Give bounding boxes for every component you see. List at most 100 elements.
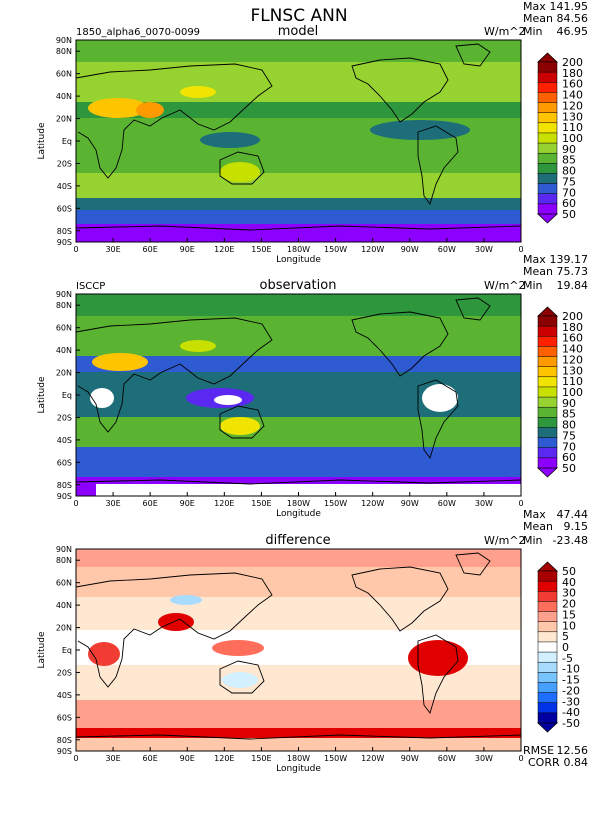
y-axis-label: Latitude (37, 122, 47, 160)
field-band-midlat-n (76, 62, 521, 102)
x-tick-label: 60W (438, 499, 456, 508)
y-tick-label: 90N (56, 545, 72, 554)
panel-observation: Max 139.17 Mean 75.73 W/m^2 Min 19.84 IS… (37, 253, 588, 519)
colorbar-label: 40 (562, 576, 576, 589)
colorbar-label: 60 (562, 197, 576, 210)
colorbar-cap-bottom (536, 722, 559, 733)
colorbar-label: 100 (562, 386, 583, 399)
field-sahara (92, 353, 148, 371)
field-band-arctic (76, 294, 521, 316)
x-tick-label: 150W (324, 754, 347, 763)
y-tick-label: 90N (56, 290, 72, 299)
coast-africa-eurasia (75, 572, 273, 688)
x-tick-label: 0 (73, 245, 78, 254)
colorbar-swatch (537, 92, 558, 104)
x-tick-label: 90E (180, 499, 195, 508)
x-tick-label: 150E (251, 245, 271, 254)
y-tick-label: 20S (57, 668, 72, 677)
stat-label-max: Max (523, 253, 546, 266)
field-band-southern-ocean (76, 210, 521, 224)
stat-value-min: 19.84 (557, 279, 589, 292)
stat-label-mean: Mean (523, 520, 553, 533)
field-australia (222, 672, 258, 688)
colorbar-label: 85 (562, 154, 576, 167)
colorbar-label: 200 (562, 56, 583, 69)
y-tick-label: 60S (57, 458, 72, 467)
x-tick-label: 120W (361, 499, 384, 508)
coast-antarctica (75, 479, 522, 485)
coast-greenland (455, 297, 491, 321)
field-antarctic-missing (96, 484, 521, 496)
y-tick-label: 40S (57, 436, 72, 445)
x-tick-label: 60E (143, 499, 158, 508)
x-tick-label: 30W (475, 754, 493, 763)
y-tick-label: Eq (62, 391, 72, 400)
stat-value-mean: 9.15 (564, 520, 589, 533)
colorbar-swatch (537, 325, 558, 337)
colorbar-swatch (537, 601, 558, 613)
coast-antarctica (75, 225, 522, 231)
x-tick-label: 30W (475, 499, 493, 508)
field-band-subtrop-s (76, 417, 521, 447)
panel-units: W/m^2 (484, 279, 526, 292)
coast-north-america (351, 57, 449, 123)
y-tick-label: 60S (57, 713, 72, 722)
colorbar-swatch (537, 427, 558, 439)
colorbar-label: 160 (562, 78, 583, 91)
colorbar-swatch (537, 396, 558, 408)
colorbar-label: 100 (562, 132, 583, 145)
colorbar-label: -10 (562, 663, 580, 676)
colorbar-swatch (537, 61, 558, 73)
x-tick-label: 30E (105, 245, 120, 254)
map-field (76, 294, 521, 496)
colorbar-label: 15 (562, 608, 576, 621)
y-axis: 90N 80N 60N 40N 20N Eq 20S 40S 60S 80S 90S Latitude (37, 36, 80, 247)
x-tick-label: 120W (361, 245, 384, 254)
coastlines (75, 43, 522, 231)
stat-label-mean: Mean (523, 265, 553, 278)
colorbar-cap-top (536, 306, 559, 317)
colorbar-label: 160 (562, 332, 583, 345)
x-axis: 0 30E 60E 90E 120E 150E 180W 150W 120W 90W 60W 30W 0… (73, 238, 524, 265)
colorbar-swatch (537, 641, 558, 653)
panel-left-label: ISCCP (76, 281, 105, 292)
colorbar-swatch (537, 457, 558, 469)
x-tick-label: 150W (324, 245, 347, 254)
y-tick-label: 60S (57, 204, 72, 213)
x-tick-label: 0 (73, 499, 78, 508)
x-tick-label: 180W (287, 245, 310, 254)
x-tick-label: 60E (143, 754, 158, 763)
corr-label: CORR (528, 756, 560, 769)
stat-value-mean: 84.56 (557, 12, 589, 25)
colorbar-swatch (537, 152, 558, 164)
coast-greenland (455, 43, 491, 67)
colorbar-label: -40 (562, 706, 580, 719)
field-tibet (180, 86, 216, 98)
colorbar-label: 180 (562, 67, 583, 80)
x-tick-label: 120E (214, 499, 234, 508)
y-tick-label: 40N (56, 601, 72, 610)
colorbar-label: -30 (562, 695, 580, 708)
field-band-southern (76, 700, 521, 728)
colorbar-swatch (537, 376, 558, 388)
x-tick-label: 150E (251, 499, 271, 508)
colorbar-swatch (537, 203, 558, 215)
colorbar-label: 10 (562, 619, 576, 632)
colorbar-swatch (537, 336, 558, 347)
colorbar-cap-bottom (536, 213, 559, 224)
colorbar-swatch (537, 672, 558, 684)
field-arabia (136, 102, 164, 118)
field-tibet (180, 340, 216, 352)
colorbar-swatch (537, 712, 558, 724)
colorbar-label: 75 (562, 175, 576, 188)
colorbar-swatch (537, 356, 558, 368)
y-tick-label: 80S (57, 481, 72, 490)
stat-label-min: Min (523, 534, 543, 547)
y-tick-label: 90S (57, 492, 72, 501)
colorbar-label: 130 (562, 110, 583, 123)
colorbar-swatch (537, 142, 558, 154)
colorbar-swatch (537, 183, 558, 195)
colorbar-label: 0 (562, 641, 569, 654)
